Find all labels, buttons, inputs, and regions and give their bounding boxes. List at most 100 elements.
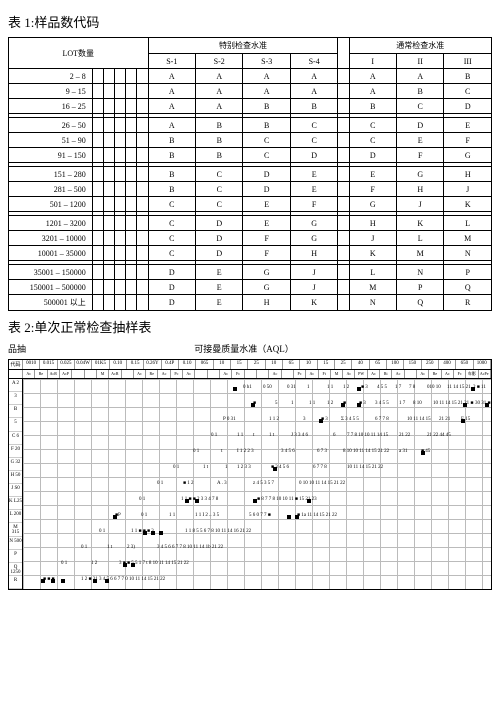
aql-row-code: M 315 [9,523,22,536]
arrow-icon [463,403,467,407]
arrow-icon [151,531,155,535]
aql-col-header: 10 [214,360,231,369]
aql-cell-value: 0 1 [81,545,87,550]
aql-col-header: 25 [335,360,352,369]
aql-cell-value: 1 2 [327,401,333,406]
arrow-icon [51,579,55,583]
aql-cell-value: 010 10 [427,385,441,390]
aql-grid: 0 h10 500 3111 11 2■ 34 5 51 77 8010 101… [23,379,491,589]
aql-col-header: 400 [439,360,456,369]
aql-col-header: 0010 [23,360,40,369]
aql-col-header: 0.10 [179,360,196,369]
aql-cell-value: 1 [225,465,228,470]
th-normal: 通常检查水准 [349,38,491,54]
aql-cell-value: 0 h1 [243,385,252,390]
aql-cell-value: 0 31 [287,385,296,390]
table-row: 26 – 50ABBCCDE [9,118,492,133]
aql-cell-value: 7 7 8 10 10 11 14 15 [347,433,388,438]
table-row: 3201 – 10000CDFGJLM [9,231,492,246]
aql-row-code: L 200 [9,510,22,523]
aql-cell-value: z 4 5 3 5 7 [253,481,274,486]
aql-cell-value: 1 1 2 [269,417,279,422]
aql-col-header: 01K5 [92,360,109,369]
th-s1: S-1 [148,54,195,69]
aql-cell-value: t [221,449,222,454]
table-row: 10001 – 35000CDFHKMN [9,246,492,261]
th-ii: II [396,54,443,69]
arrow-icon [287,515,291,519]
aql-cell-value: ■ 1 2 [183,481,194,486]
aql-col-header: 100 [387,360,404,369]
aql-col-header: 0.04W [75,360,92,369]
aql-cell-value: 10 11 14 15 [407,417,431,422]
aql-cell-value: 1 1 I 2 .. 3 5 [195,513,219,518]
aql-cell-value: 10 11 14 15 21 22 [347,465,383,470]
aql-col-header: 065 [196,360,213,369]
arrow-icon [41,579,45,583]
aql-cell-value: t [253,433,254,438]
table-row: 501 – 1200CCEFGJK [9,197,492,212]
aql-subheaders: AcReAcRAcPMAcRAcReAcPcAcAcFcAcPcAcFtMAcP… [9,370,491,379]
arrow-icon [195,499,199,503]
table1-title: 表 1:样品数代码 [8,12,492,31]
arrow-icon [471,387,475,391]
aql-cell-value: 10 11 14 15 21 21 ■ [433,401,473,406]
arrow-icon [251,403,255,407]
arrow-icon [421,451,425,455]
arrow-icon [105,579,109,583]
aql-cell-value: 0 1 [211,433,217,438]
aql-cell-value: 1 [291,401,294,406]
aql-label: 可接曼质量水准（AQL） [194,342,294,355]
aql-cell-value: 11 14 15 21 [447,385,471,390]
aql-cell-value: 21 21 [439,417,450,422]
aql-left-label: 品抽 [8,342,26,355]
arrow-icon [253,499,257,503]
table-row: 9 – 15AAAAABC [9,84,492,99]
aql-row-code: 5 [9,418,22,431]
aql-cell-value: ■ 3 [361,385,368,390]
aql-col-header: 0.26Y [144,360,161,369]
aql-cell-value: 8 10 [413,401,422,406]
aql-cell-value: 7 8 [409,385,415,390]
aql-cell-value: 1 1 8 5 5 6 7 8 10 11 14 16 21 22 [185,529,251,534]
table-row: 500001 以上DEHKNQR [9,295,492,311]
table-row: 150001 – 500000DEGJMPQ [9,280,492,295]
aql-cell-value: 1 7 [395,385,401,390]
aql-column-headers: 代码00100.0150.0250.04W01K50.100.150.26Y0.… [9,360,491,370]
arrow-icon [307,499,311,503]
aql-cell-value: 6 7 7 8 [313,465,327,470]
aql-cell-value: 1 1 [237,433,243,438]
aql-cell-value: Σ 3 4 5 5 [341,417,359,422]
aql-cell-value: 5 [275,401,278,406]
aql-col-header: 15 [318,360,335,369]
aql-cell-value: 0 1 [139,497,145,502]
aql-row-code: J S0 [9,484,22,497]
aql-cell-value: 3 4 5 6 6 7 7 8 10 11 14 1b 21 22 [157,545,223,550]
arrow-icon [143,531,147,535]
th-gap [338,38,349,69]
th-special: 特别检查水准 [148,38,338,54]
table-row: 151 – 280BCDEEGH [9,167,492,182]
aql-cell-value: 0 1 [141,513,147,518]
aql-col-header: 0.4P [162,360,179,369]
aql-row-code: G 32 [9,458,22,471]
aql-cell-value: 6 7 7 8 [375,417,389,422]
arrow-icon [93,579,97,583]
aql-row-code: C 6 [9,432,22,445]
th-s2: S-2 [196,54,243,69]
aql-cell-value: ■ 1a 11 14 15 21 22 [297,513,337,518]
th-lot: LOT数量 [9,38,149,69]
aql-row-code: K L25 [9,497,22,510]
aql-cell-value: 1 t [203,465,208,470]
aql-row-codes: A 23B5C 6F 20G 32H 50J S0K L25L 200M 315… [9,379,23,589]
aql-col-header: 10 [266,360,283,369]
aql-cell-value: 1 2 3 3 [237,465,251,470]
table-row: 35001 – 150000DEGJLNP [9,265,492,280]
aql-cell-value: 4 5 5 [377,385,387,390]
aql-cell-value: 2 3) [127,545,135,550]
arrow-icon [159,531,163,535]
arrow-icon [61,579,65,583]
aql-row-code: N 500 [9,537,22,550]
table-row: 281 – 500BCDEFHJ [9,182,492,197]
arrow-icon [319,419,323,423]
